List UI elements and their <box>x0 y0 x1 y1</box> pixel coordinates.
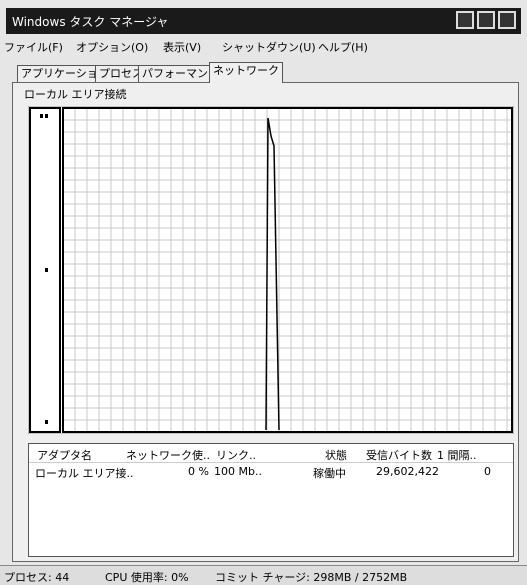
cell: 100 Mb.. <box>214 465 262 478</box>
column-header[interactable]: アダプタ名 <box>37 447 92 463</box>
close-button[interactable] <box>498 11 516 29</box>
cell: 0 % <box>188 465 209 478</box>
status-text: コミット チャージ: 298MB / 2752MB <box>215 569 407 585</box>
minimize-button[interactable] <box>456 11 474 29</box>
menu-item[interactable]: オプション(O) <box>76 39 148 55</box>
cell: 29,602,422 <box>376 465 439 478</box>
column-header[interactable]: 状態 <box>325 447 347 463</box>
cell: 稼働中 <box>313 465 346 481</box>
column-header[interactable]: ネットワーク使.. <box>126 447 210 463</box>
menu-item[interactable]: シャットダウン(U) <box>222 39 316 55</box>
scale-marker <box>45 420 48 424</box>
adapter-table: アダプタ名 ネットワーク使.. リンク.. 状態 受信バイト数 1 間隔.. ロ… <box>28 443 514 557</box>
cell: 0 <box>484 465 491 478</box>
status-text: プロセス: 44 <box>4 569 69 585</box>
network-graph <box>28 106 514 434</box>
maximize-button[interactable] <box>477 11 495 29</box>
scale-marker <box>40 114 43 118</box>
column-header[interactable]: リンク.. <box>216 447 256 463</box>
group-label: ローカル エリア接続 <box>22 86 129 102</box>
status-text: CPU 使用率: 0% <box>105 569 189 585</box>
graph-frame <box>28 106 514 434</box>
window: Windows タスク マネージャ ファイル(F) オプション(O) 表示(V)… <box>0 0 527 584</box>
scale-marker <box>45 114 48 118</box>
menu-item[interactable]: ファイル(F) <box>4 39 63 55</box>
column-header[interactable]: 受信バイト数 <box>366 447 432 463</box>
status-bar: プロセス: 44 CPU 使用率: 0% コミット チャージ: 298MB / … <box>0 565 527 585</box>
tab-active[interactable]: ネットワーク <box>209 62 283 83</box>
cell: ローカル エリア接.. <box>35 465 134 481</box>
scale-marker <box>45 268 48 272</box>
column-header[interactable]: 1 間隔.. <box>437 447 477 463</box>
menu-item[interactable]: ヘルプ(H) <box>318 39 368 55</box>
menu-item[interactable]: 表示(V) <box>163 39 201 55</box>
window-title: Windows タスク マネージャ <box>12 13 168 30</box>
title-bar: Windows タスク マネージャ <box>6 8 521 34</box>
